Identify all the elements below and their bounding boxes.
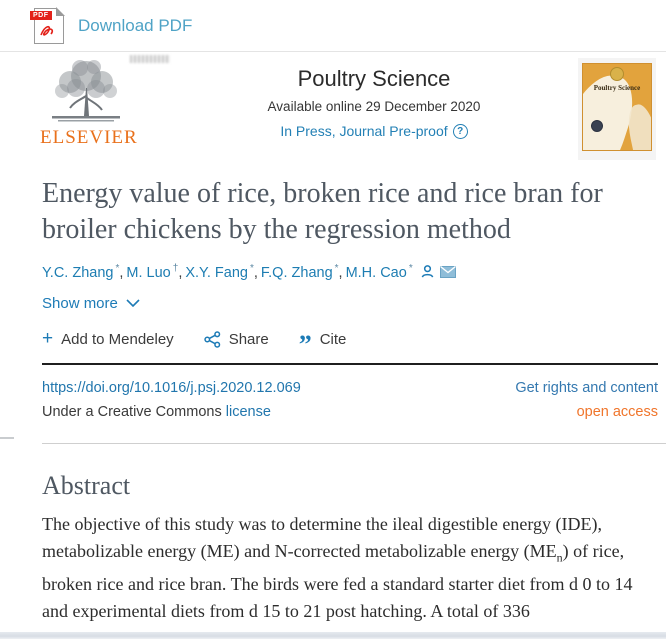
- author-link[interactable]: M.H. Cao: [345, 264, 407, 281]
- section-divider-light: [42, 442, 666, 444]
- abstract-subscript: n: [556, 550, 563, 565]
- share-label: Share: [228, 330, 269, 348]
- action-bar: + Add to Mendeley Share ” Cite: [42, 328, 666, 360]
- license-row: Under a Creative Commons license open ac…: [42, 400, 658, 424]
- abstract-text: The objective of this study was to deter…: [42, 511, 662, 626]
- license-statement: Under a Creative Commons license: [42, 400, 271, 424]
- clipped-text-line: [0, 632, 666, 639]
- pdf-file-icon[interactable]: PDF: [30, 7, 65, 44]
- share-icon: [203, 331, 220, 348]
- license-link[interactable]: license: [225, 403, 271, 420]
- doi-row: https://doi.org/10.1016/j.psj.2020.12.06…: [42, 376, 658, 400]
- abstract-part-1: The objective of this study was to deter…: [42, 513, 603, 561]
- preproof-status-link[interactable]: In Press, Journal Pre-proof ?: [280, 123, 468, 139]
- elsevier-logo: ELSEVIER: [40, 58, 170, 149]
- abstract-heading: Abstract: [42, 470, 131, 500]
- blurred-text-artifact: [130, 55, 170, 63]
- availability-date: Available online 29 December 2020: [267, 99, 481, 114]
- author-list: Y.C. Zhang *, M. Luo †, X.Y. Fang *, F.Q. Z…: [42, 263, 666, 281]
- author-item: M. Luo †,: [126, 263, 185, 281]
- cite-quote-icon: ”: [298, 330, 312, 360]
- show-more-label: Show more: [42, 294, 118, 312]
- author-separator: ,: [178, 264, 183, 281]
- author-link[interactable]: F.Q. Zhang: [260, 264, 333, 281]
- author-link[interactable]: M. Luo: [126, 264, 171, 281]
- share-button[interactable]: Share: [203, 330, 269, 348]
- doi-link[interactable]: https://doi.org/10.1016/j.psj.2020.12.06…: [42, 379, 301, 396]
- journal-title-link[interactable]: Poultry Science: [297, 66, 451, 91]
- acrobat-swirl-icon: [40, 25, 54, 36]
- show-more-button[interactable]: Show more: [42, 295, 140, 312]
- pdf-badge: PDF: [30, 10, 52, 20]
- author-link[interactable]: X.Y. Fang: [185, 264, 248, 281]
- pdf-toolbar: PDF Download PDF: [0, 0, 666, 52]
- author-item: F.Q. Zhang *,: [261, 263, 346, 281]
- add-to-mendeley-button[interactable]: + Add to Mendeley: [42, 328, 174, 350]
- rights-and-content-link[interactable]: Get rights and content: [515, 379, 658, 396]
- elsevier-wordmark: ELSEVIER: [40, 127, 138, 148]
- journal-cover-thumbnail[interactable]: Poultry Science: [578, 58, 656, 160]
- cover-journal-title: Poultry Science: [593, 84, 641, 92]
- author-item: Y.C. Zhang *,: [42, 263, 126, 281]
- abstract-part-2: ) of rice, broken rice and rice bran. Th…: [42, 540, 633, 622]
- cover-seal-icon: [610, 67, 624, 81]
- author-item: X.Y. Fang *,: [185, 263, 261, 281]
- license-prefix: Under a Creative Commons: [42, 403, 226, 420]
- author-link[interactable]: Y.C. Zhang: [42, 264, 114, 281]
- question-mark-icon[interactable]: ?: [452, 123, 468, 139]
- section-divider-dark: [42, 362, 658, 365]
- pdf-icon-fold: [55, 7, 65, 16]
- author-affiliation-mark: †: [172, 263, 179, 274]
- mendeley-label: Add to Mendeley: [61, 330, 174, 348]
- chevron-down-icon: [126, 299, 140, 308]
- open-access-link[interactable]: open access: [576, 403, 658, 420]
- viewport-edge-tick: [0, 437, 14, 439]
- cite-label: Cite: [319, 330, 347, 348]
- article-meta: https://doi.org/10.1016/j.psj.2020.12.06…: [42, 376, 658, 424]
- author-affiliation-mark: *: [249, 263, 254, 274]
- journal-cover-art: Poultry Science: [582, 63, 652, 151]
- cover-emblem-icon: [591, 120, 603, 132]
- author-affiliation-mark: *: [334, 263, 339, 274]
- author-affiliation-mark: *: [408, 263, 413, 274]
- author-separator: ,: [119, 264, 124, 281]
- journal-info: Poultry Science Available online 29 Dece…: [170, 58, 578, 141]
- author-affiliation-mark: *: [115, 263, 120, 274]
- download-pdf-button[interactable]: Download PDF: [78, 15, 193, 35]
- cite-button[interactable]: ” Cite: [298, 330, 347, 360]
- author-separator: ,: [253, 264, 258, 281]
- plus-icon: +: [42, 328, 54, 350]
- author-separator: ,: [338, 264, 343, 281]
- elsevier-tree-icon: [52, 60, 120, 122]
- author-item: M.H. Cao *: [346, 263, 413, 281]
- person-icon[interactable]: [420, 264, 435, 279]
- author-contact-icons: [420, 264, 456, 279]
- envelope-icon[interactable]: [439, 265, 456, 278]
- article-title: Energy value of rice, broken rice and ri…: [42, 178, 603, 245]
- journal-banner: ELSEVIER Poultry Science Available onlin…: [0, 52, 666, 160]
- preproof-label: In Press, Journal Pre-proof: [280, 123, 448, 139]
